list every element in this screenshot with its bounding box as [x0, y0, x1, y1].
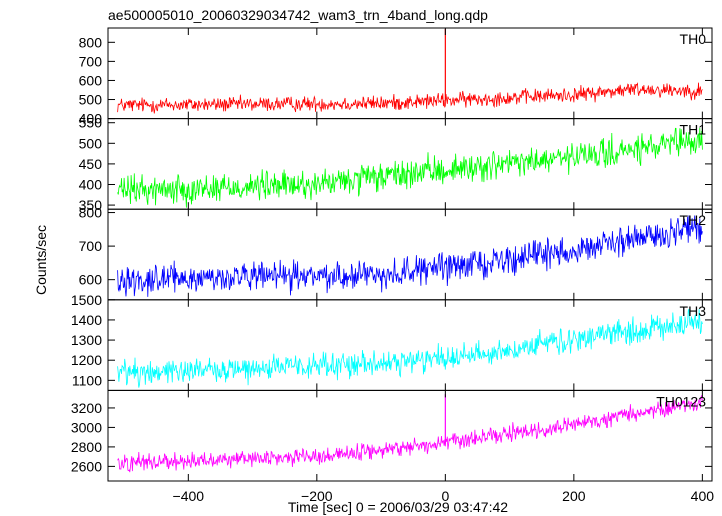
- panels-group: 400 500 600 700 800 TH0 350 400 450 500 550 TH1 600 7…: [71, 27, 715, 504]
- chart-title: ae500005010_20060329034742_wam3_trn_4ban…: [108, 7, 488, 23]
- x-tick-label: 0: [441, 488, 449, 504]
- x-tick-label: 200: [562, 488, 586, 504]
- series-th3: [117, 308, 703, 388]
- y-tick-label-th3: 1400: [71, 312, 102, 328]
- x-tick-label: −400: [173, 488, 205, 504]
- y-tick-label-th0: 600: [79, 72, 103, 88]
- y-tick-label-th3: 1300: [71, 332, 102, 348]
- panel-frame-th2: [107, 208, 713, 301]
- series-th2: [117, 215, 703, 297]
- y-tick-label-th2: 700: [79, 238, 103, 254]
- y-tick-label-th0123: 3200: [71, 400, 102, 416]
- panel-label-th3: TH3: [680, 303, 707, 319]
- y-tick-label-th1: 350: [79, 197, 103, 213]
- series-th0: [117, 82, 703, 114]
- panel-frame-th3: [107, 299, 713, 391]
- y-tick-label-th1: 500: [79, 135, 103, 151]
- x-axis-label: Time [sec] 0 = 2006/03/29 03:47:42: [288, 499, 508, 515]
- x-tick-label: 400: [691, 488, 715, 504]
- series-th1: [117, 127, 703, 208]
- y-tick-label-th3: 1200: [71, 352, 102, 368]
- y-tick-label-th0123: 2600: [71, 458, 102, 474]
- y-tick-label-th1: 450: [79, 156, 103, 172]
- y-tick-label-th0: 500: [79, 92, 103, 108]
- panel-frame-th0123: [107, 389, 713, 482]
- y-tick-label-th0: 700: [79, 53, 103, 69]
- panel-label-th1: TH1: [680, 122, 707, 138]
- panel-label-th0123: TH0123: [656, 393, 706, 409]
- y-tick-label-th0123: 2800: [71, 439, 102, 455]
- y-tick-label-th2: 800: [79, 205, 103, 221]
- panel-label-th2: TH2: [680, 212, 707, 228]
- y-tick-label-th3: 1500: [71, 292, 102, 308]
- y-tick-label-th0123: 3000: [71, 419, 102, 435]
- panel-label-th0: TH0: [680, 31, 707, 47]
- series-th0123: [117, 395, 703, 473]
- y-tick-label-th1: 400: [79, 176, 103, 192]
- y-tick-label-th0: 400: [79, 111, 103, 127]
- y-tick-label-th3: 1100: [72, 372, 102, 388]
- y-axis-label: Counts/sec: [33, 225, 49, 295]
- y-tick-label-th1: 550: [79, 115, 103, 131]
- y-tick-label-th0: 800: [79, 34, 103, 50]
- x-tick-label: −200: [301, 488, 333, 504]
- y-tick-label-th2: 600: [79, 272, 103, 288]
